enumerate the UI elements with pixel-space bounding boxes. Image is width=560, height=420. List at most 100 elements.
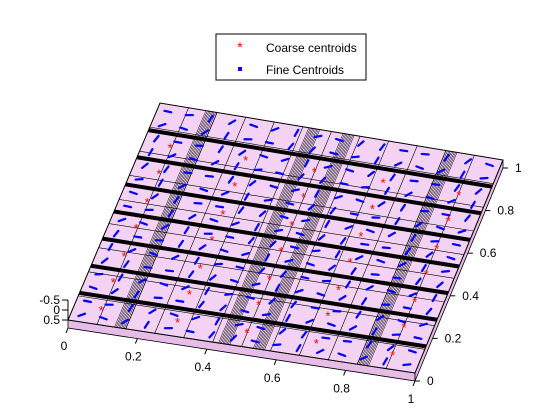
- fine-centroid: [123, 260, 130, 268]
- fine-centroid: [414, 221, 423, 228]
- fine-centroid: [269, 240, 277, 248]
- legend-fine-marker: [238, 67, 242, 71]
- fine-centroid: [381, 246, 391, 250]
- fine-centroid: [485, 162, 494, 168]
- fine-centroid: [188, 213, 197, 220]
- fine-centroid: [300, 330, 308, 339]
- fine-centroid: [413, 336, 423, 340]
- fine-centroid: [173, 140, 183, 144]
- coarse-centroid: *: [220, 207, 225, 222]
- fine-centroid: [128, 190, 138, 196]
- fine-centroid: [169, 312, 179, 317]
- y-tick-label: 0.2: [445, 331, 462, 345]
- x-tick: [343, 370, 347, 376]
- fine-centroid: [441, 212, 451, 217]
- fine-centroid: [198, 300, 205, 309]
- fine-centroid: [209, 217, 219, 223]
- coarse-centroid: *: [412, 295, 417, 310]
- fine-centroid: [223, 131, 230, 140]
- fine-centroid: [187, 270, 195, 279]
- fine-centroid: [204, 174, 214, 178]
- fine-centroid: [404, 191, 413, 198]
- coarse-centroid: *: [312, 164, 317, 179]
- fine-centroid: [392, 276, 402, 280]
- fine-centroid: [229, 278, 239, 284]
- fine-centroid: [264, 141, 274, 145]
- x-tick: [273, 359, 277, 365]
- x-tick: [65, 327, 69, 334]
- fine-centroid: [264, 253, 271, 262]
- x-tick-label: 0.4: [194, 360, 211, 374]
- fine-centroid: [334, 250, 341, 259]
- fine-centroid: [290, 300, 297, 309]
- fine-centroid: [436, 168, 446, 174]
- fine-centroids: [77, 109, 494, 367]
- fine-centroid: [175, 299, 185, 303]
- fine-centroid: [373, 156, 380, 165]
- coarse-centroid: *: [167, 141, 172, 156]
- fine-centroid: [287, 142, 295, 151]
- fine-centroid: [251, 282, 261, 287]
- fine-centroid: [430, 182, 441, 187]
- fine-centroid: [314, 189, 320, 198]
- z-tick-label: -0.5: [39, 293, 60, 307]
- fine-centroid: [247, 236, 255, 245]
- fine-centroid: [431, 293, 438, 303]
- coarse-centroid: *: [198, 261, 203, 276]
- fine-centroid: [279, 215, 289, 220]
- fine-centroid: [137, 278, 147, 284]
- fine-centroid: [139, 221, 148, 226]
- fine-centroid: [77, 312, 87, 318]
- fine-centroid: [159, 282, 169, 287]
- fine-centroid: [474, 188, 483, 195]
- coarse-bands: [79, 110, 493, 366]
- fine-centroid: [157, 122, 167, 128]
- fine-centroid: [409, 179, 419, 183]
- fine-centroid: [386, 344, 395, 352]
- fine-centroid: [295, 231, 305, 237]
- coarse-centroid: *: [456, 188, 461, 203]
- coarse-centroid: *: [401, 320, 406, 335]
- fine-centroid: [107, 243, 114, 252]
- fine-centroid: [321, 336, 331, 340]
- fine-centroid: [386, 289, 396, 294]
- fine-centroid: [235, 265, 245, 270]
- fine-centroid: [399, 149, 409, 153]
- fine-centroid: [284, 258, 294, 263]
- fine-centroid: [464, 214, 471, 222]
- x-tick-label: 1: [408, 392, 415, 406]
- fine-centroid: [359, 355, 368, 361]
- fine-centroid: [464, 158, 473, 165]
- fine-centroid: [208, 331, 216, 339]
- fine-centroid: [376, 314, 385, 321]
- fine-centroid: [402, 363, 412, 367]
- coarse-centroid: *: [156, 167, 161, 182]
- coarse-centroid: *: [446, 214, 451, 229]
- coarse-band-line: [90, 263, 438, 322]
- fine-centroid: [297, 173, 305, 181]
- fine-centroid: [112, 229, 120, 238]
- fine-centroid: [393, 161, 403, 167]
- fine-centroid: [214, 317, 221, 326]
- fine-centroid: [344, 225, 354, 230]
- fine-centroid: [350, 267, 357, 276]
- fine-centroid: [389, 173, 396, 182]
- fine-centroid: [263, 198, 273, 202]
- z-tick-label: 0: [53, 303, 60, 317]
- fine-centroid: [382, 357, 389, 366]
- legend-coarse-marker: *: [237, 39, 243, 55]
- fine-centroid: [227, 175, 235, 184]
- fine-centroid: [189, 156, 198, 162]
- fine-centroid: [457, 229, 467, 234]
- fine-centroid: [272, 343, 282, 347]
- fine-centroid: [319, 176, 327, 184]
- fine-centroid: [425, 251, 434, 258]
- fine-centroid: [167, 209, 174, 218]
- fine-centroid: [310, 306, 320, 310]
- coarse-centroid: *: [256, 298, 261, 313]
- fine-centroid: [408, 292, 418, 298]
- fine-centroid: [183, 171, 193, 175]
- fine-centroid: [237, 206, 245, 215]
- fine-centroid: [171, 254, 180, 260]
- coarse-centroid: *: [348, 255, 353, 270]
